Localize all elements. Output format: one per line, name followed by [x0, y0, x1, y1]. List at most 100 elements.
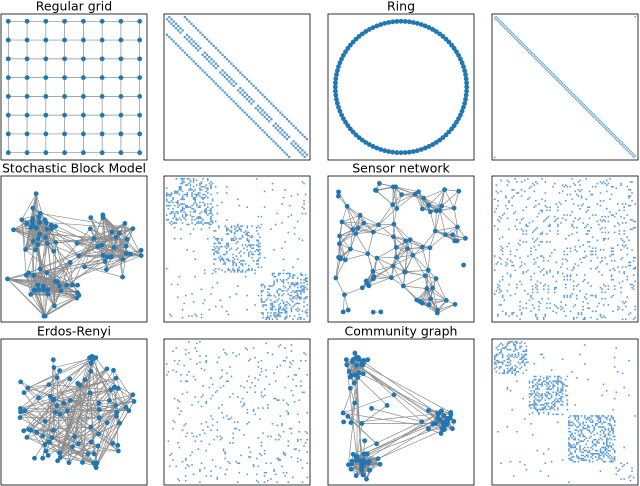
matrix-entry [251, 244, 253, 246]
node [446, 39, 452, 45]
matrix-entry [607, 304, 610, 306]
matrix-entry [556, 77, 558, 79]
matrix-entry [255, 457, 258, 460]
node [25, 385, 31, 391]
matrix-entry [216, 250, 219, 253]
matrix-entry [501, 361, 504, 364]
matrix-entry [246, 245, 249, 248]
matrix-entry [259, 91, 262, 94]
matrix-entry [494, 156, 496, 158]
matrix-entry [602, 200, 605, 202]
matrix-entry [632, 226, 635, 229]
matrix-entry [202, 185, 204, 188]
matrix-entry [303, 200, 305, 202]
matrix-entry [300, 286, 302, 289]
matrix-entry [207, 214, 209, 216]
node [416, 189, 421, 195]
node [50, 357, 56, 363]
matrix-entry [533, 378, 536, 381]
matrix-entry [181, 206, 184, 208]
matrix-entry [520, 312, 523, 314]
matrix-entry [618, 307, 621, 309]
matrix-entry [296, 294, 299, 297]
node [370, 25, 376, 30]
matrix-entry [181, 29, 184, 32]
matrix-entry [240, 400, 242, 403]
matrix-entry [514, 372, 517, 375]
edge [401, 194, 424, 199]
matrix-entry [599, 418, 602, 420]
matrix-entry [576, 297, 578, 300]
node [391, 392, 397, 398]
node [18, 379, 24, 385]
node [426, 25, 432, 30]
matrix-entry [300, 459, 302, 461]
matrix-entry [531, 237, 534, 240]
node [356, 135, 362, 141]
matrix-entry [268, 135, 271, 139]
matrix-entry [562, 82, 564, 85]
matrix-entry [606, 416, 608, 419]
node [341, 116, 346, 122]
matrix-entry [260, 391, 263, 394]
matrix-entry [241, 271, 244, 273]
matrix-entry [290, 308, 293, 311]
matrix-entry [216, 192, 219, 194]
edge [339, 243, 346, 260]
matrix-entry [259, 126, 262, 130]
matrix-entry [229, 462, 231, 465]
node [363, 140, 369, 145]
matrix-entry [273, 397, 275, 400]
panel-title: Stochastic Block Model [2, 161, 146, 176]
matrix-entry [170, 200, 173, 202]
matrix-entry [289, 315, 291, 317]
node [49, 226, 54, 232]
matrix-entry [290, 291, 293, 294]
matrix-entry [248, 234, 250, 237]
node [29, 219, 35, 224]
matrix-entry [237, 241, 239, 243]
node [353, 132, 359, 138]
matrix-entry [498, 361, 501, 364]
matrix-entry [618, 271, 621, 273]
edge [56, 405, 119, 452]
edge [122, 239, 128, 260]
matrix-entry [295, 308, 297, 311]
matrix-entry [292, 283, 294, 286]
edge [20, 408, 99, 447]
matrix-entry [257, 378, 260, 381]
node [137, 18, 143, 24]
matrix-entry [211, 200, 214, 202]
matrix-entry [301, 239, 304, 242]
matrix-entry [494, 293, 496, 295]
matrix-entry [542, 412, 545, 414]
matrix-entry [205, 400, 208, 403]
node [375, 456, 381, 462]
matrix-entry [544, 181, 547, 183]
matrix-entry [217, 49, 220, 52]
matrix-entry [561, 307, 564, 309]
matrix-entry [634, 203, 636, 205]
matrix-entry [610, 193, 613, 196]
matrix-entry [582, 421, 584, 424]
matrix-entry [274, 223, 277, 226]
matrix-entry [519, 256, 521, 259]
matrix-entry [506, 372, 509, 375]
matrix-entry [624, 145, 627, 147]
matrix-entry [623, 217, 625, 220]
matrix-entry [609, 255, 611, 257]
matrix-entry [296, 286, 299, 289]
matrix-entry [287, 481, 290, 483]
matrix-entry [210, 293, 212, 295]
edge [59, 422, 120, 454]
matrix-entry [230, 225, 233, 227]
matrix-entry [241, 73, 244, 76]
matrix-entry [560, 377, 562, 379]
matrix-entry [495, 359, 498, 362]
node [36, 287, 42, 292]
matrix-entry [230, 230, 233, 232]
matrix-entry [596, 266, 599, 268]
edge [33, 289, 77, 299]
matrix-entry [278, 315, 280, 317]
matrix-entry [175, 211, 178, 213]
